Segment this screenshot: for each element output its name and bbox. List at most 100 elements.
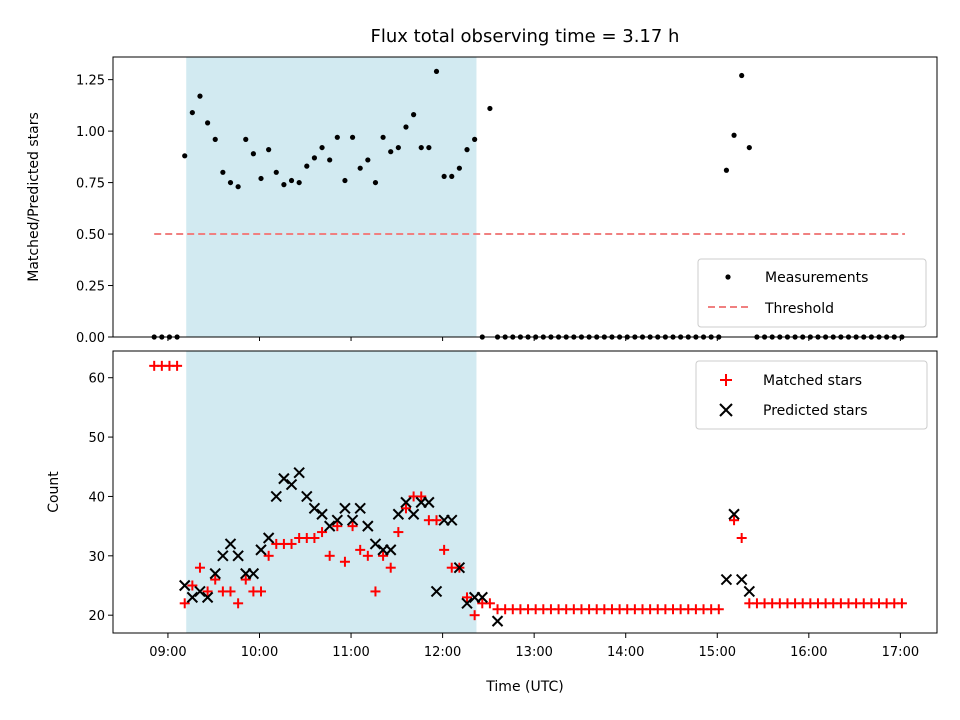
measurement-point [319, 144, 325, 151]
measurement-point [197, 93, 203, 99]
measurement-point [449, 173, 455, 180]
matched-star-point [347, 521, 358, 532]
ratio-y-axis-label: Matched/Predicted stars [26, 112, 42, 282]
predicted-star-point [400, 496, 412, 509]
x-axis-label: Time (UTC) [485, 679, 563, 695]
predicted-star-point [720, 573, 733, 586]
measurement-point [182, 153, 188, 159]
measurement-points [151, 68, 905, 340]
matched-star-point [286, 538, 297, 549]
legend-measurements-marker [725, 274, 731, 280]
measurement-point [296, 179, 302, 186]
legend-matched-marker [720, 374, 732, 386]
shaded-span [186, 57, 477, 337]
matched-star-point [233, 598, 244, 609]
x-tick-label: 14:00 [607, 645, 644, 660]
measurement-point [426, 144, 432, 151]
x-tick-label: 09:00 [149, 645, 186, 660]
predicted-star-point [301, 490, 313, 503]
observing-window-shade-bottom [186, 351, 477, 633]
matched-star-point [210, 574, 221, 585]
matched-star-point [431, 515, 442, 526]
matched-star-point [370, 586, 381, 597]
predicted-star-point [491, 615, 504, 627]
count-axes-frame [112, 350, 938, 634]
ratio-y-ticks: 0.00 0.25 0.50 0.75 1.00 1.25 [76, 74, 113, 346]
count-points [149, 360, 907, 627]
predicted-star-point [735, 573, 748, 586]
matched-star-point [317, 527, 328, 538]
matched-star-point [393, 527, 404, 538]
x-tick-label: 15:00 [699, 645, 736, 660]
matched-star-point [324, 550, 335, 561]
measurement-point [746, 144, 752, 151]
legend-predicted-marker [719, 403, 733, 417]
matched-star-point [416, 491, 427, 502]
ratio-axes-frame [112, 56, 938, 338]
matched-star-point [362, 550, 373, 561]
measurement-point [456, 165, 462, 171]
measurement-point [418, 144, 424, 151]
matched-star-point [339, 556, 350, 567]
predicted-star-point [255, 544, 267, 556]
measurement-point [220, 169, 226, 175]
ratio-y-tick-label: 0.25 [76, 280, 105, 295]
matched-star-point [179, 598, 190, 609]
measurement-point [739, 72, 745, 79]
ratio-y-tick-label: 0.50 [76, 228, 105, 243]
matched-star-point [172, 360, 183, 371]
predicted-star-point [224, 538, 237, 550]
matched-star-point [385, 562, 396, 573]
matched-star-point [469, 610, 480, 621]
measurement-point [304, 163, 310, 169]
measurement-point [487, 105, 493, 112]
measurement-point [472, 136, 478, 142]
predicted-star-point [209, 567, 221, 580]
measurement-point [372, 179, 379, 186]
matched-star-point [896, 598, 907, 609]
predicted-star-point [247, 567, 260, 580]
matched-star-point [484, 598, 495, 609]
ratio-y-tick-label: 1.00 [76, 125, 105, 140]
ratio-legend-box [697, 258, 927, 328]
measurement-point [365, 157, 371, 163]
predicted-star-point [194, 585, 206, 598]
x-tick-label: 16:00 [790, 645, 827, 660]
measurement-point [464, 147, 470, 153]
legend-threshold-label: Threshold [764, 301, 834, 317]
observing-window-shade [186, 57, 477, 337]
measurement-point [334, 134, 340, 140]
ratio-y-tick-label: 0.75 [76, 177, 105, 192]
predicted-star-point [308, 502, 321, 515]
matched-star-point [225, 586, 236, 597]
measurement-point [403, 124, 409, 130]
count-legend-box [695, 360, 928, 430]
measurement-point [250, 151, 256, 157]
measurement-point [342, 177, 348, 184]
x-tick-label: 17:00 [882, 645, 919, 660]
predicted-star-point [461, 597, 473, 610]
predicted-star-point [323, 520, 336, 532]
measurement-point [189, 109, 195, 116]
predicted-star-point [232, 550, 244, 562]
matched-star-point [240, 574, 251, 585]
count-y-tick-label: 40 [88, 490, 105, 505]
shaded-span [186, 351, 477, 633]
predicted-star-point [285, 478, 298, 491]
predicted-star-point [346, 514, 359, 526]
measurement-point [731, 132, 737, 138]
predicted-star-point [446, 514, 458, 526]
predicted-star-point [385, 544, 397, 556]
ratio-y-tick-label: 0.00 [76, 331, 105, 346]
x-tick-label: 10:00 [241, 645, 278, 660]
matched-star-point [309, 533, 320, 544]
predicted-star-point [430, 585, 443, 598]
legend-predicted-label: Predicted stars [763, 403, 868, 419]
chart-title: Flux total observing time = 3.17 h [371, 26, 680, 47]
count-y-tick-label: 30 [88, 550, 105, 565]
ratio-legend: Measurements Threshold [697, 258, 927, 328]
predicted-star-point [407, 508, 420, 520]
matched-star-point [713, 604, 724, 615]
matched-star-point [462, 592, 473, 603]
count-x-ticks: 09:00 10:00 11:00 12:00 13:00 14:00 15:00 16:00… [149, 633, 919, 660]
